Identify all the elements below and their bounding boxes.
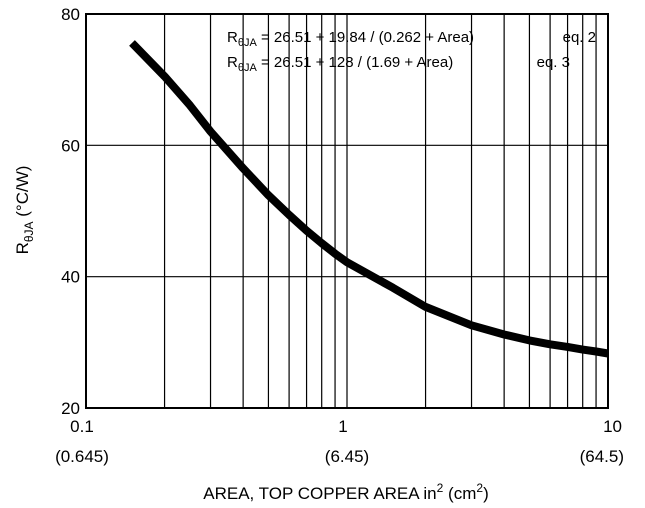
plot-frame [85, 13, 609, 409]
y-tick-label: 60 [61, 136, 80, 155]
x-tick-sublabel: (64.5) [580, 447, 624, 466]
equation-2: RθJA = 26.51 + 19.84 / (0.262 + Area) [227, 29, 474, 49]
x-axis-label: AREA, TOP COPPER AREA in2 (cm2) [203, 481, 488, 503]
y-axis-ticks: 20 40 60 80 [61, 5, 80, 418]
y-tick-label: 20 [61, 399, 80, 418]
equation-3-tag: eq. 3 [537, 54, 570, 71]
y-tick-label: 40 [61, 268, 80, 287]
equation-2-tag: eq. 2 [563, 29, 596, 46]
x-tick-sublabel: (0.645) [55, 447, 109, 466]
x-axis-ticks: 0.1 (0.645) 1 (6.45) 10 (64.5) [55, 417, 624, 466]
rthja-curve [129, 40, 609, 358]
x-tick-label: 10 [603, 417, 622, 436]
x-tick-label: 0.1 [70, 417, 94, 436]
x-tick-sublabel: (6.45) [325, 447, 369, 466]
y-tick-label: 80 [61, 5, 80, 24]
y-axis-label: RθJA (°C/W) [13, 166, 36, 255]
x-tick-label: 1 [338, 417, 347, 436]
equation-3: RθJA = 26.51 + 128 / (1.69 + Area) [227, 54, 453, 74]
